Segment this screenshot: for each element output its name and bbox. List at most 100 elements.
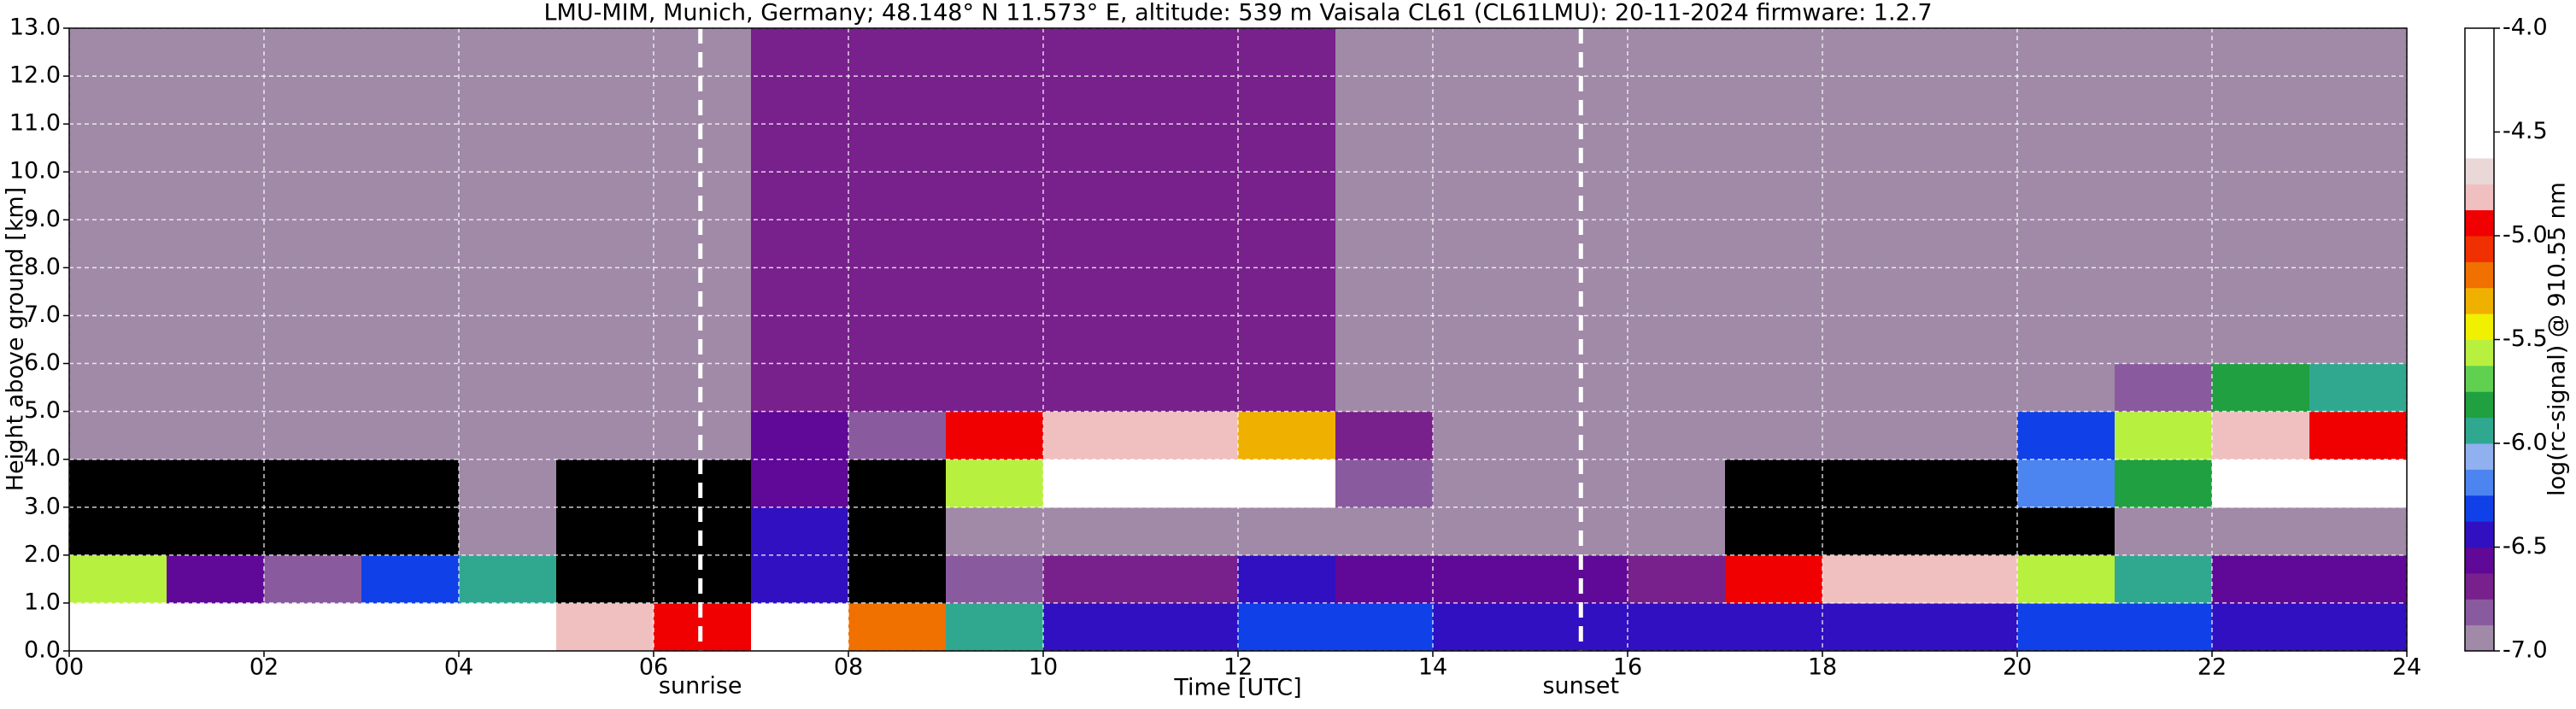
heatmap-cell [1725,602,1823,652]
heatmap-cell [1725,411,1823,460]
heatmap-cell [264,124,362,173]
heatmap-cell [2115,124,2213,173]
heatmap-cell [69,602,167,652]
heatmap-cell [848,459,947,508]
heatmap-cell [751,220,849,268]
heatmap-cell [361,315,460,365]
colorbar-band [2465,236,2494,262]
heatmap-cell [946,507,1044,556]
heatmap-cell [264,554,362,604]
heatmap-cell [946,172,1044,220]
heatmap-cell [1725,267,1823,316]
heatmap-cell [1628,315,1726,365]
heatmap-cell [1335,554,1434,604]
heatmap-cell [654,124,752,173]
heatmap-cell [946,267,1044,316]
heatmap-cell [1141,602,1239,652]
heatmap-cell [654,172,752,220]
colorbar-band [2465,184,2494,211]
heatmap-cell [2115,220,2213,268]
heatmap-cell [654,76,752,125]
heatmap-cell [1043,172,1141,220]
heatmap-cell [1725,459,1823,508]
heatmap-cell [1725,363,1823,413]
heatmap-cell [1628,507,1726,556]
heatmap-cell [459,267,557,316]
heatmap-cell [1822,363,1921,413]
heatmap-cell [2017,220,2115,268]
heatmap-cell [848,507,947,556]
heatmap-cell [264,459,362,508]
heatmap-cell [556,315,654,365]
heatmap-cell [361,124,460,173]
heatmap-cell [2309,28,2408,77]
heatmap-cell [1628,554,1726,604]
heatmap-cell [361,554,460,604]
heatmap-cell [1238,28,1336,77]
heatmap-cell [848,28,947,77]
y-tick-label: 4.0 [24,445,61,472]
heatmap-cell [69,267,167,316]
x-tick-label: 22 [2198,654,2227,681]
colorbar-band [2465,157,2494,185]
heatmap-cell [946,363,1044,413]
heatmap-cell [556,124,654,173]
heatmap-cell [751,124,849,173]
heatmap-cell [2115,507,2213,556]
colorbar-band [2465,209,2494,237]
heatmap-cell [361,220,460,268]
heatmap-cell [459,76,557,125]
heatmap-cell [1628,76,1726,125]
heatmap-cell [556,411,654,460]
heatmap-cell [1433,459,1531,508]
heatmap-cell [1822,459,1921,508]
heatmap-cell [1725,220,1823,268]
heatmap-cell [2115,459,2213,508]
heatmap-cell [2309,76,2408,125]
colorbar-band [2465,469,2494,496]
heatmap-cell [848,220,947,268]
heatmap-cell [361,267,460,316]
colorbar-band [2465,572,2494,600]
heatmap-cell [2212,459,2310,508]
heatmap-cell [1238,411,1336,460]
colorbar-band [2465,624,2494,652]
heatmap-cell [2309,459,2408,508]
heatmap-cell [264,602,362,652]
heatmap-cell [459,124,557,173]
heatmap-cell [1238,124,1336,173]
heatmap-cell [1238,172,1336,220]
heatmap-cell [1433,172,1531,220]
heatmap-cell [1628,220,1726,268]
heatmap-cell [848,76,947,125]
colorbar-band [2465,417,2494,444]
heatmap-cell [1433,28,1531,77]
heatmap-cell [1043,602,1141,652]
y-tick-label: 11.0 [9,110,61,137]
heatmap-cell [1725,124,1823,173]
heatmap-cell [361,28,460,77]
heatmap-cell [69,363,167,413]
heatmap-cell [2309,220,2408,268]
y-tick-label: 12.0 [9,62,61,89]
heatmap-cell [556,507,654,556]
heatmap-cell [1822,315,1921,365]
heatmap-cell [1433,363,1531,413]
heatmap-cell [459,507,557,556]
heatmap-cell [751,267,849,316]
heatmap-cell [848,172,947,220]
heatmap-cell [2309,507,2408,556]
heatmap-cell [459,554,557,604]
heatmap-cell [1335,267,1434,316]
heatmap-cell [167,459,265,508]
heatmap-cell [2115,172,2213,220]
heatmap-cell [1920,554,2018,604]
heatmap-cell [1628,459,1726,508]
heatmap-cell [1335,459,1434,508]
x-tick-label: 18 [1808,654,1837,681]
y-tick-label: 7.0 [24,302,61,328]
x-tick-label: 16 [1613,654,1642,681]
heatmap-cell [1043,220,1141,268]
heatmap-cell [361,76,460,125]
heatmap-cell [1822,507,1921,556]
